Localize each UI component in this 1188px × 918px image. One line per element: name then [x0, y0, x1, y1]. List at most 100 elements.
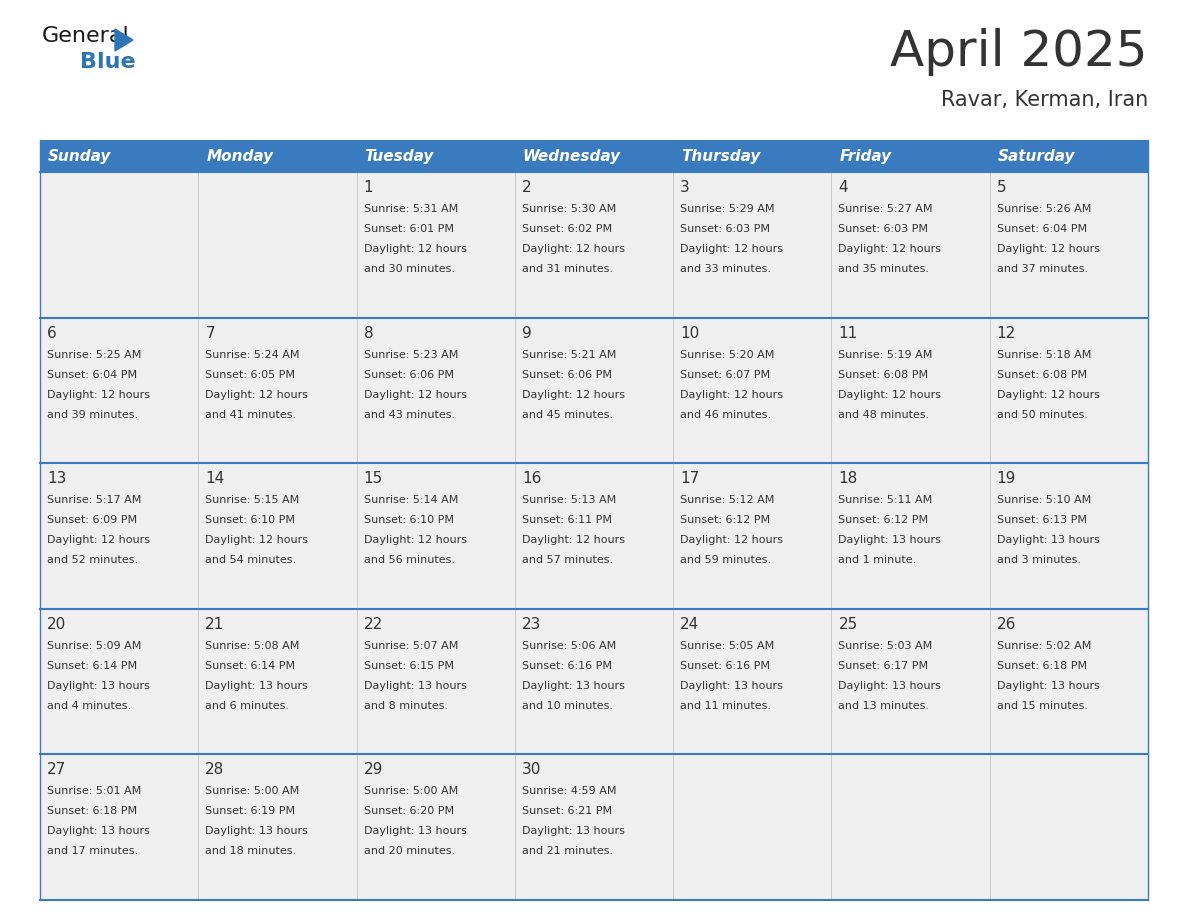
Text: Daylight: 12 hours: Daylight: 12 hours [997, 389, 1100, 399]
Text: Sunrise: 5:00 AM: Sunrise: 5:00 AM [206, 787, 299, 797]
Text: Daylight: 13 hours: Daylight: 13 hours [681, 681, 783, 691]
Text: Sunrise: 5:20 AM: Sunrise: 5:20 AM [681, 350, 775, 360]
Text: Sunrise: 5:19 AM: Sunrise: 5:19 AM [839, 350, 933, 360]
Text: Sunset: 6:16 PM: Sunset: 6:16 PM [681, 661, 770, 671]
Text: and 54 minutes.: and 54 minutes. [206, 555, 297, 565]
Text: 29: 29 [364, 763, 383, 778]
Text: 2: 2 [522, 180, 531, 195]
Text: Sunset: 6:06 PM: Sunset: 6:06 PM [364, 370, 454, 380]
Text: 13: 13 [48, 471, 67, 487]
Text: and 11 minutes.: and 11 minutes. [681, 700, 771, 711]
Text: Sunday: Sunday [48, 149, 112, 163]
Text: and 6 minutes.: and 6 minutes. [206, 700, 290, 711]
Text: General: General [42, 26, 129, 46]
Text: 7: 7 [206, 326, 215, 341]
Text: Daylight: 12 hours: Daylight: 12 hours [997, 244, 1100, 254]
Text: 30: 30 [522, 763, 542, 778]
Text: Sunset: 6:14 PM: Sunset: 6:14 PM [48, 661, 137, 671]
Text: Sunrise: 5:07 AM: Sunrise: 5:07 AM [364, 641, 457, 651]
Text: Daylight: 12 hours: Daylight: 12 hours [206, 535, 308, 545]
Text: and 52 minutes.: and 52 minutes. [48, 555, 138, 565]
Text: Daylight: 13 hours: Daylight: 13 hours [997, 681, 1100, 691]
Text: Sunset: 6:08 PM: Sunset: 6:08 PM [839, 370, 929, 380]
Text: Sunrise: 5:06 AM: Sunrise: 5:06 AM [522, 641, 617, 651]
Text: and 50 minutes.: and 50 minutes. [997, 409, 1088, 420]
Text: Daylight: 13 hours: Daylight: 13 hours [839, 681, 941, 691]
Text: Daylight: 13 hours: Daylight: 13 hours [839, 535, 941, 545]
Text: Sunset: 6:10 PM: Sunset: 6:10 PM [364, 515, 454, 525]
Text: 14: 14 [206, 471, 225, 487]
Text: and 33 minutes.: and 33 minutes. [681, 264, 771, 274]
Text: Daylight: 13 hours: Daylight: 13 hours [364, 826, 467, 836]
Text: 10: 10 [681, 326, 700, 341]
Text: and 20 minutes.: and 20 minutes. [364, 846, 455, 856]
Text: Daylight: 12 hours: Daylight: 12 hours [522, 244, 625, 254]
Text: Daylight: 12 hours: Daylight: 12 hours [681, 535, 783, 545]
Text: Sunset: 6:09 PM: Sunset: 6:09 PM [48, 515, 137, 525]
Text: Sunrise: 5:29 AM: Sunrise: 5:29 AM [681, 204, 775, 214]
Text: and 45 minutes.: and 45 minutes. [522, 409, 613, 420]
Text: and 15 minutes.: and 15 minutes. [997, 700, 1088, 711]
Text: and 31 minutes.: and 31 minutes. [522, 264, 613, 274]
Text: Blue: Blue [80, 52, 135, 72]
Text: and 17 minutes.: and 17 minutes. [48, 846, 138, 856]
Text: 8: 8 [364, 326, 373, 341]
Text: and 30 minutes.: and 30 minutes. [364, 264, 455, 274]
Text: Sunset: 6:16 PM: Sunset: 6:16 PM [522, 661, 612, 671]
Text: and 59 minutes.: and 59 minutes. [681, 555, 771, 565]
Bar [40, 609, 1148, 755]
Text: Daylight: 12 hours: Daylight: 12 hours [522, 535, 625, 545]
Text: and 46 minutes.: and 46 minutes. [681, 409, 771, 420]
Text: Sunrise: 5:14 AM: Sunrise: 5:14 AM [364, 495, 457, 505]
Text: and 57 minutes.: and 57 minutes. [522, 555, 613, 565]
Text: and 41 minutes.: and 41 minutes. [206, 409, 297, 420]
Text: 17: 17 [681, 471, 700, 487]
Text: Daylight: 12 hours: Daylight: 12 hours [48, 389, 150, 399]
Text: Sunrise: 5:24 AM: Sunrise: 5:24 AM [206, 350, 299, 360]
Text: and 48 minutes.: and 48 minutes. [839, 409, 930, 420]
Text: Daylight: 12 hours: Daylight: 12 hours [839, 389, 941, 399]
Text: Sunset: 6:05 PM: Sunset: 6:05 PM [206, 370, 296, 380]
Text: Sunset: 6:11 PM: Sunset: 6:11 PM [522, 515, 612, 525]
Text: 3: 3 [681, 180, 690, 195]
Text: Daylight: 12 hours: Daylight: 12 hours [364, 535, 467, 545]
Text: Sunrise: 5:25 AM: Sunrise: 5:25 AM [48, 350, 141, 360]
Text: Sunrise: 5:30 AM: Sunrise: 5:30 AM [522, 204, 617, 214]
Text: Sunset: 6:13 PM: Sunset: 6:13 PM [997, 515, 1087, 525]
Text: and 35 minutes.: and 35 minutes. [839, 264, 929, 274]
Text: Sunrise: 5:13 AM: Sunrise: 5:13 AM [522, 495, 617, 505]
Text: Sunset: 6:18 PM: Sunset: 6:18 PM [997, 661, 1087, 671]
Text: 24: 24 [681, 617, 700, 632]
Text: Sunset: 6:02 PM: Sunset: 6:02 PM [522, 224, 612, 234]
Text: Sunrise: 5:00 AM: Sunrise: 5:00 AM [364, 787, 457, 797]
Text: 1: 1 [364, 180, 373, 195]
Text: and 56 minutes.: and 56 minutes. [364, 555, 455, 565]
Polygon shape [115, 29, 133, 51]
Bar [40, 318, 1148, 464]
Text: Sunrise: 5:15 AM: Sunrise: 5:15 AM [206, 495, 299, 505]
Text: Sunset: 6:03 PM: Sunset: 6:03 PM [681, 224, 770, 234]
Text: Sunset: 6:12 PM: Sunset: 6:12 PM [839, 515, 929, 525]
Text: Daylight: 13 hours: Daylight: 13 hours [48, 826, 150, 836]
Text: Sunrise: 5:18 AM: Sunrise: 5:18 AM [997, 350, 1091, 360]
Text: Sunset: 6:15 PM: Sunset: 6:15 PM [364, 661, 454, 671]
Text: Thursday: Thursday [681, 149, 760, 163]
Text: Sunset: 6:01 PM: Sunset: 6:01 PM [364, 224, 454, 234]
Text: 9: 9 [522, 326, 531, 341]
Text: Tuesday: Tuesday [365, 149, 434, 163]
Bar [40, 464, 1148, 609]
Text: 27: 27 [48, 763, 67, 778]
Text: Daylight: 13 hours: Daylight: 13 hours [206, 826, 308, 836]
Text: Daylight: 13 hours: Daylight: 13 hours [522, 681, 625, 691]
Text: Sunset: 6:21 PM: Sunset: 6:21 PM [522, 806, 612, 816]
Text: and 43 minutes.: and 43 minutes. [364, 409, 455, 420]
Text: Sunrise: 5:11 AM: Sunrise: 5:11 AM [839, 495, 933, 505]
Text: and 3 minutes.: and 3 minutes. [997, 555, 1081, 565]
Text: Daylight: 13 hours: Daylight: 13 hours [364, 681, 467, 691]
Text: 11: 11 [839, 326, 858, 341]
Text: 22: 22 [364, 617, 383, 632]
Text: Sunrise: 5:05 AM: Sunrise: 5:05 AM [681, 641, 775, 651]
Text: Sunset: 6:06 PM: Sunset: 6:06 PM [522, 370, 612, 380]
Text: Sunrise: 5:23 AM: Sunrise: 5:23 AM [364, 350, 457, 360]
Text: 25: 25 [839, 617, 858, 632]
